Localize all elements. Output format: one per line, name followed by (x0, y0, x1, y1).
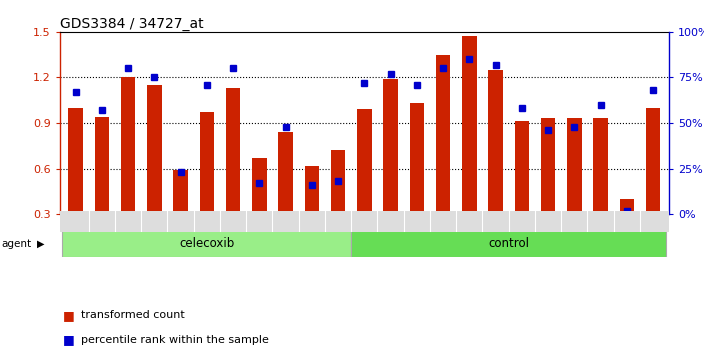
Text: ▶: ▶ (37, 239, 44, 249)
Bar (278, 132, 293, 214)
Bar (121, 78, 135, 214)
Bar (94, 117, 109, 214)
Bar (351, 230, 666, 257)
Bar (147, 85, 161, 214)
Text: ■: ■ (63, 309, 75, 321)
Bar (63, 230, 351, 257)
Bar (200, 112, 214, 214)
Bar (436, 55, 451, 214)
Bar (173, 170, 188, 214)
Bar (252, 158, 267, 214)
Text: transformed count: transformed count (81, 310, 184, 320)
Bar (620, 199, 634, 214)
Bar (646, 108, 660, 214)
Bar (305, 166, 319, 214)
Text: celecoxib: celecoxib (180, 237, 234, 250)
Bar (410, 103, 424, 214)
Bar (515, 121, 529, 214)
Bar (489, 70, 503, 214)
Bar (68, 108, 83, 214)
Text: control: control (488, 237, 529, 250)
Bar (462, 36, 477, 214)
Text: ■: ■ (63, 333, 75, 346)
Bar (357, 109, 372, 214)
Text: percentile rank within the sample: percentile rank within the sample (81, 335, 269, 345)
Bar (331, 150, 345, 214)
Bar (567, 119, 582, 214)
Text: agent: agent (1, 239, 32, 249)
Bar (384, 79, 398, 214)
Text: GDS3384 / 34727_at: GDS3384 / 34727_at (60, 17, 203, 31)
Bar (593, 119, 608, 214)
Bar (226, 88, 240, 214)
Bar (541, 119, 555, 214)
